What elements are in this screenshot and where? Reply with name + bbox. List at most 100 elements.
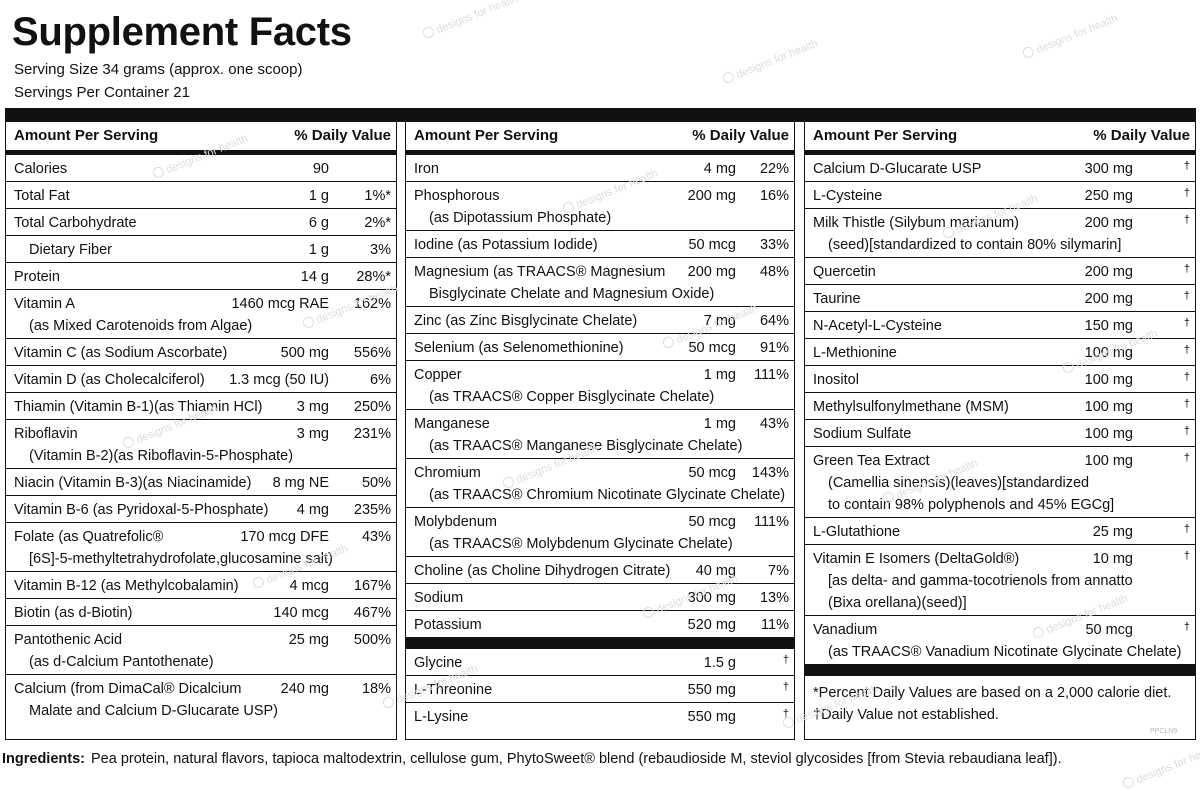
nutrient-amount: 14 g	[300, 269, 329, 285]
nutrient-amount: 550 mg	[687, 709, 736, 725]
nutrient-name: Selenium (as Selenomethionine)	[414, 340, 624, 356]
product-code: PPCLN9	[1150, 728, 1178, 735]
nutrient-name: Iron	[414, 161, 439, 177]
daily-value-percent: 143%	[751, 465, 789, 481]
daily-value-percent: †	[1183, 425, 1190, 437]
nutrient-amount: 550 mg	[687, 682, 736, 698]
nutrient-name: L-Lysine	[414, 709, 469, 725]
nutrient-name: Green Tea Extract	[813, 453, 930, 469]
nutrient-amount: 4 mg	[296, 502, 329, 518]
nutrient-name: L-Threonine	[414, 682, 493, 698]
daily-value-percent: †	[1183, 398, 1190, 410]
nutrient-row: Magnesium (as TRAACS® Magnesium Bisglycin…	[406, 258, 794, 307]
nutrient-row: Vitamin E Isomers (DeltaGold®) [as delta-…	[805, 545, 1195, 616]
nutrient-row: Niacin (Vitamin B-3)(as Niacinamide) 8 mg…	[6, 469, 396, 496]
footnote-line: †Daily Value not established.	[813, 707, 999, 723]
watermark: designs for health	[1121, 742, 1200, 791]
daily-value-percent: 235%	[353, 502, 391, 518]
nutrient-row: Copper (as TRAACS® Copper Bisglycinate Ch…	[406, 361, 794, 410]
nutrient-name: Phosphorous	[414, 188, 500, 204]
daily-value-percent: 3%	[370, 242, 391, 258]
nutrient-name: Milk Thistle (Silybum marianum)	[813, 215, 1019, 231]
daily-value-percent: 48%	[759, 264, 789, 280]
daily-value-percent: 1%*	[364, 188, 391, 204]
nutrient-row: Riboflavin (Vitamin B-2)(as Riboflavin-5-…	[6, 420, 396, 469]
facts-column-1: Amount Per Serving % Daily Value Calories 9…	[5, 122, 397, 740]
nutrient-row: Calcium (from DimaCal® Dicalcium Malate a…	[6, 675, 396, 723]
nutrient-amount: 40 mg	[695, 563, 736, 579]
daily-value-percent: 167%	[353, 578, 391, 594]
nutrient-name: Quercetin	[813, 264, 876, 280]
nutrient-amount: 4 mcg	[289, 578, 330, 594]
watermark: designs for health	[1021, 12, 1120, 62]
nutrient-row: Vitamin C (as Sodium Ascorbate) 500 mg 556…	[6, 339, 396, 366]
nutrient-amount: 1 g	[308, 188, 329, 204]
nutrient-amount: 200 mg	[687, 264, 736, 280]
daily-value-percent: 556%	[353, 345, 391, 361]
nutrient-name: Magnesium (as TRAACS® Magnesium	[414, 264, 666, 280]
daily-value-percent: 111%	[754, 367, 789, 383]
daily-value-percent: †	[1183, 263, 1190, 275]
nutrient-row: L-Methionine 100 mg †	[805, 339, 1195, 366]
nutrient-name: Potassium	[414, 617, 482, 633]
nutrient-name: Folate (as Quatrefolic®	[14, 529, 164, 545]
daily-value-percent: 11%	[761, 617, 789, 633]
nutrient-name: Calories	[14, 161, 68, 177]
nutrient-rows: Iron 4 mg 22% Phosphorous (as Dipotassium Ph…	[406, 155, 794, 729]
nutrient-amount: 7 mg	[703, 313, 736, 329]
daily-value-percent: 50%	[361, 475, 391, 491]
daily-value-percent: 43%	[759, 416, 789, 432]
nutrient-name: Molybdenum	[414, 514, 498, 530]
nutrient-name: Zinc (as Zinc Bisglycinate Chelate)	[414, 313, 638, 329]
watermark-text: designs for health	[434, 0, 520, 37]
nutrient-name: Protein	[14, 269, 60, 285]
nutrient-amount: 50 mcg	[688, 340, 736, 356]
daily-value-percent: 33%	[759, 237, 789, 253]
nutrient-name: Calcium (from DimaCal® Dicalcium	[14, 681, 242, 697]
daily-value-header: % Daily Value	[1093, 127, 1190, 144]
nutrient-name: Sodium Sulfate	[813, 426, 912, 442]
nutrient-row: Calcium D-Glucarate USP 300 mg †	[805, 155, 1195, 182]
nutrient-amount: 200 mg	[1084, 215, 1133, 231]
nutrient-name: Thiamin (Vitamin B-1)(as Thiamin HCl)	[14, 399, 263, 415]
nutrient-name: Copper	[414, 367, 462, 383]
footnote-line: *Percent Daily Values are based on a 2,0…	[813, 685, 1172, 701]
daily-value-percent: 250%	[353, 399, 391, 415]
daily-value-percent: †	[1183, 452, 1190, 464]
nutrient-row: Vitamin A (as Mixed Carotenoids from Alga…	[6, 290, 396, 339]
nutrient-row: Phosphorous (as Dipotassium Phosphate) 200…	[406, 182, 794, 231]
nutrient-amount: 50 mcg	[688, 237, 736, 253]
nutrient-amount: 3 mg	[296, 399, 329, 415]
nutrient-name: Biotin (as d-Biotin)	[14, 605, 133, 621]
nutrient-name: Vitamin C (as Sodium Ascorbate)	[14, 345, 228, 361]
ingredients-label: Ingredients:	[2, 751, 85, 767]
daily-value-percent: 6%	[370, 372, 391, 388]
nutrient-name: Dietary Fiber	[29, 242, 112, 258]
nutrient-row: Methylsulfonylmethane (MSM) 100 mg †	[805, 393, 1195, 420]
daily-value-percent: †	[1183, 290, 1190, 302]
nutrient-row: Dietary Fiber 1 g 3%	[6, 236, 396, 263]
nutrient-row: L-Lysine 550 mg †	[406, 703, 794, 729]
nutrient-amount: 50 mcg	[1085, 622, 1133, 638]
nutrient-source: [as delta- and gamma-tocotrienols from a…	[828, 573, 1133, 589]
nutrient-amount: 1 mg	[703, 367, 736, 383]
nutrient-amount: 1 g	[308, 242, 329, 258]
nutrient-amount: 150 mg	[1084, 318, 1133, 334]
nutrient-row: Total Fat 1 g 1%*	[6, 182, 396, 209]
daily-value-percent: 18%	[361, 681, 391, 697]
nutrient-name: Glycine	[414, 655, 463, 671]
daily-value-percent: †	[782, 654, 789, 666]
daily-value-header: % Daily Value	[294, 127, 391, 144]
nutrient-row: Taurine 200 mg †	[805, 285, 1195, 312]
daily-value-percent: 7%	[768, 563, 789, 579]
column-header: Amount Per Serving % Daily Value	[805, 122, 1195, 155]
nutrient-amount: 1.5 g	[703, 655, 736, 671]
nutrient-row: Molybdenum (as TRAACS® Molybdenum Glycina…	[406, 508, 794, 557]
nutrient-name: Total Fat	[14, 188, 70, 204]
nutrient-row: Choline (as Choline Dihydrogen Citrate) 4…	[406, 557, 794, 584]
nutrient-source: Malate and Calcium D-Glucarate USP)	[29, 703, 279, 719]
watermark-text: designs for health	[1134, 742, 1200, 787]
nutrient-source: (seed)[standardized to contain 80% silym…	[828, 237, 1122, 253]
amount-per-serving-header: Amount Per Serving	[414, 127, 559, 144]
nutrient-source: (Bixa orellana)(seed)]	[828, 595, 967, 611]
